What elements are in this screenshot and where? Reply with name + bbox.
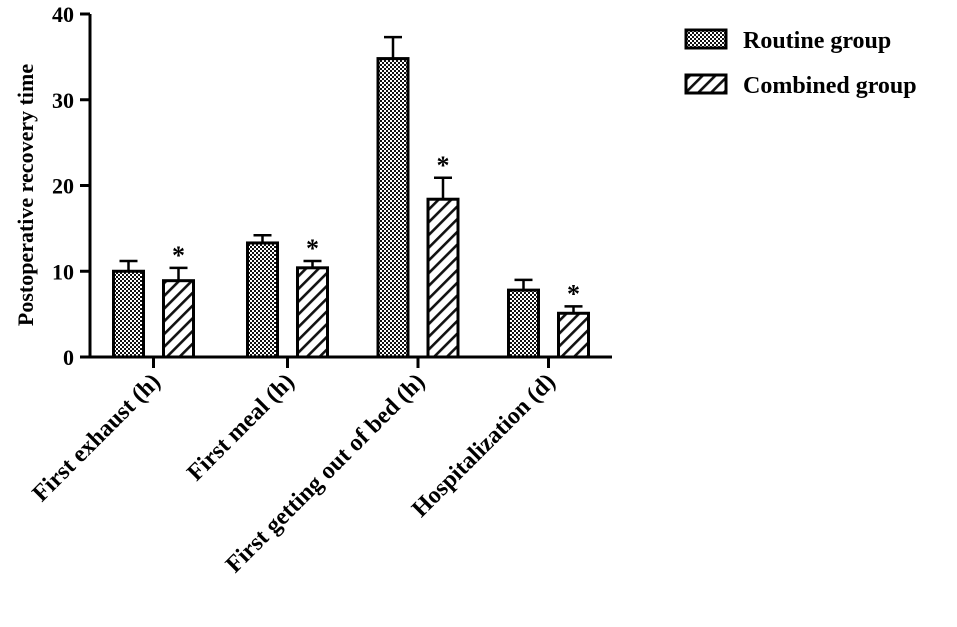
bar-combined [296,266,329,359]
bar-routine [112,269,145,359]
category-labels: First exhaust (h) First meal (h)First get… [28,369,561,578]
legend-label-combined: Combined group [743,73,917,99]
x-category-label: First meal (h) [182,369,299,486]
y-tick-label: 10 [52,259,74,284]
y-tick-label: 40 [52,2,74,27]
bar-combined [162,279,195,359]
bar-routine [376,57,410,359]
legend-swatch-routine [684,28,728,50]
significance-marker: * [172,241,185,270]
y-tick-label: 30 [52,88,74,113]
significance-marker: * [437,151,450,180]
legend-item-combined: Combined group [684,73,917,99]
significance-marker: * [306,234,319,263]
y-tick-label: 0 [63,345,74,370]
y-axis: 0 10 20 30 40 [52,2,92,370]
x-axis [88,355,612,368]
legend: Routine group Combined group [684,28,917,99]
x-category-label: First exhaust (h) [28,369,166,507]
bar-routine [246,241,279,359]
legend-swatch-combined [684,73,728,95]
legend-item-routine: Routine group [684,28,891,54]
bar-combined [557,311,590,359]
significance-marker: * [567,279,580,308]
bar-combined [426,197,460,359]
bars: * * * * [112,35,590,359]
legend-label-routine: Routine group [743,28,891,54]
x-category-label: Hospitalization (d) [407,369,561,523]
bar-routine [507,288,540,359]
y-axis-label: Postoperative recovery time [13,64,38,326]
y-tick-label: 20 [52,174,74,199]
